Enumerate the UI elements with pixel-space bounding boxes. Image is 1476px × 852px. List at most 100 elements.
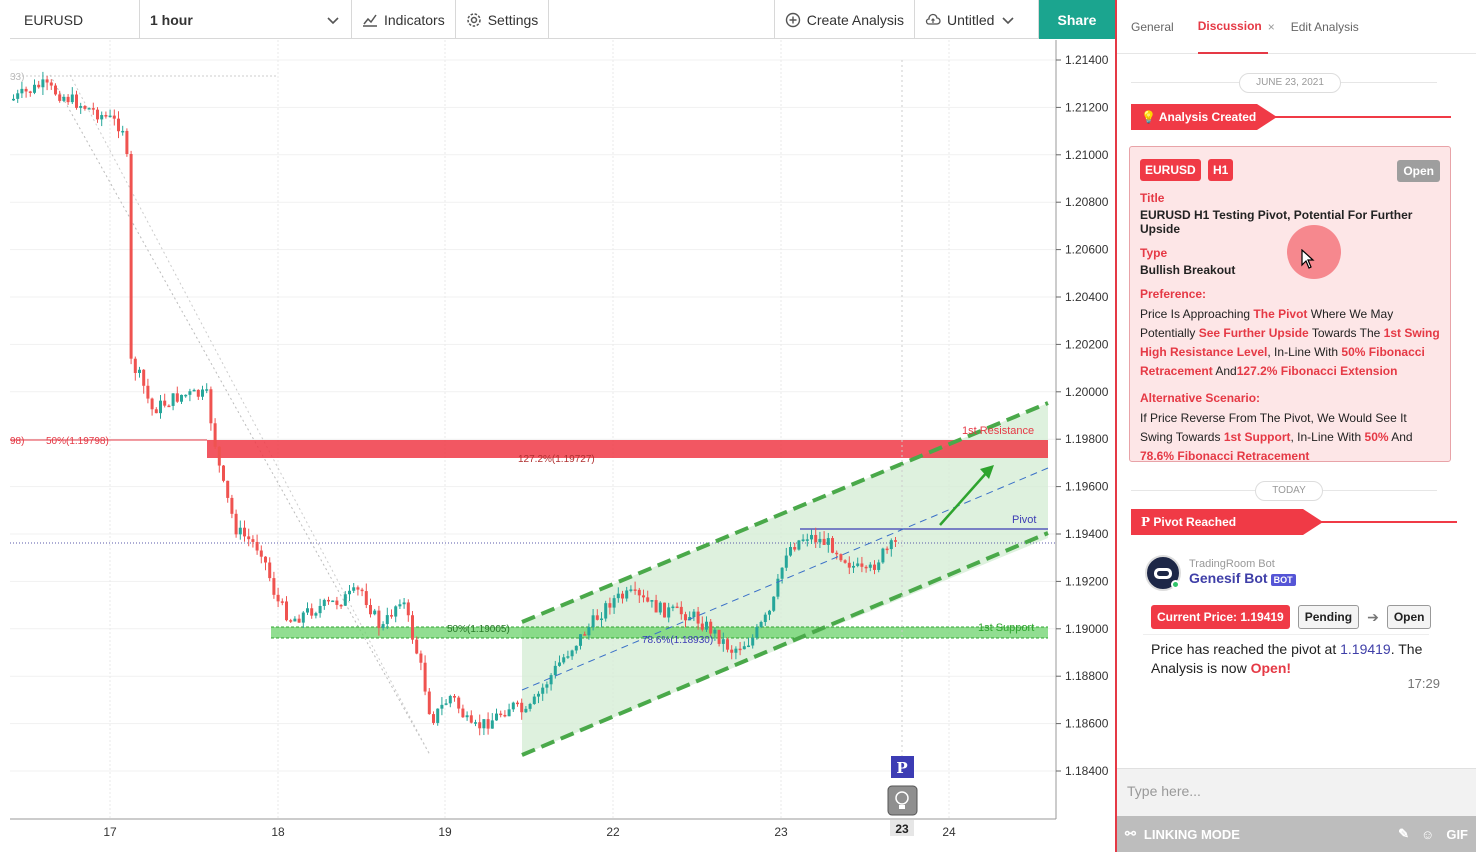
candle-body	[549, 675, 553, 685]
candle-body	[469, 715, 473, 723]
idea-marker[interactable]	[887, 785, 918, 816]
price-tick-label: 1.20800	[1065, 195, 1109, 209]
candle-body	[33, 84, 36, 93]
pref-text-5: And	[1212, 364, 1237, 378]
candle-body	[16, 93, 20, 99]
price-tick-label: 1.20200	[1065, 337, 1109, 351]
candle-body	[839, 554, 843, 561]
bot-source: TradingRoom Bot	[1189, 558, 1275, 570]
time-axis: 17 18 19 22 23 24	[103, 825, 956, 839]
date-tick-label: 22	[606, 825, 620, 839]
candle-body	[805, 539, 809, 541]
layout-selector[interactable]: Untitled	[915, 0, 1039, 39]
symbol-selector[interactable]: EURUSD	[10, 0, 140, 39]
candle-body	[721, 639, 725, 644]
candle-body	[595, 615, 599, 620]
symbol-label: EURUSD	[24, 11, 84, 28]
candle-body	[478, 722, 482, 729]
indicators-label: Indicators	[384, 11, 445, 28]
pref-highlight-resistance: 1st Swing High Resistance Level	[1140, 326, 1440, 359]
candle-body	[238, 527, 242, 535]
share-button[interactable]: Share	[1039, 0, 1115, 39]
chart-canvas[interactable]: 1st Resistance 127.2%(1.19727) 50%(1.197…	[10, 40, 1115, 852]
candle-body	[335, 600, 339, 605]
candle-body	[419, 653, 423, 663]
preference-text: Price Is Approaching The Pivot Where We …	[1140, 305, 1440, 381]
message-text-2: . The Analysis is now	[1151, 641, 1423, 676]
link-icon[interactable]: ⚯	[1125, 826, 1136, 841]
candle-body	[511, 702, 515, 710]
create-analysis-button[interactable]: Create Analysis	[775, 0, 915, 39]
candle-body	[75, 94, 78, 108]
status-badge: Open	[1397, 160, 1440, 182]
candle-body	[213, 423, 217, 447]
candle-body	[385, 615, 389, 625]
ribbon-tip	[1257, 104, 1277, 130]
candle-body	[495, 713, 498, 721]
candle-body	[121, 130, 125, 133]
candle-body	[667, 607, 671, 618]
candle-body	[889, 540, 893, 550]
candle-body	[780, 567, 784, 579]
support-label: 1st Support	[978, 622, 1034, 634]
message-text-1: Price has reached the pivot at	[1151, 641, 1341, 657]
candle-body	[822, 538, 826, 545]
layout-label: Untitled	[947, 11, 995, 28]
candle-body	[717, 629, 721, 644]
candle-body	[784, 555, 788, 568]
candle-body	[482, 719, 486, 729]
candle-body	[608, 603, 612, 608]
pivot-marker[interactable]	[891, 756, 914, 778]
price-tick-label: 1.18800	[1065, 669, 1109, 683]
timeframe-tag: H1	[1208, 159, 1234, 181]
candle-body	[747, 645, 750, 648]
interval-selector[interactable]: 1 hour	[140, 0, 352, 39]
candle-body	[528, 704, 532, 709]
indicators-button[interactable]: Indicators	[352, 0, 456, 39]
candle-body	[763, 614, 767, 622]
candle-body	[663, 602, 666, 618]
settings-button[interactable]: Settings	[456, 0, 550, 39]
close-icon[interactable]: ×	[1267, 19, 1275, 34]
plus-circle-icon	[785, 12, 800, 27]
settings-label: Settings	[487, 11, 539, 28]
candle-body	[318, 605, 322, 614]
tab-general[interactable]: General	[1131, 0, 1184, 54]
candle-body	[259, 550, 263, 557]
candle-body	[54, 85, 57, 95]
linking-mode-label[interactable]: LINKING MODE	[1143, 826, 1240, 842]
bot-name[interactable]: Genesif Bot	[1189, 570, 1268, 586]
candle-body	[343, 594, 347, 606]
candle-body	[20, 88, 24, 94]
emoji-icon[interactable]: ☺	[1421, 826, 1435, 842]
tab-discussion[interactable]: Discussion	[1197, 0, 1268, 54]
fib127-label: 127.2%(1.19727)	[518, 454, 595, 465]
candle-body	[868, 564, 872, 568]
avatar[interactable]	[1145, 555, 1181, 591]
candle-body	[877, 562, 881, 570]
ribbon-line	[1321, 521, 1457, 523]
candle-body	[532, 696, 536, 705]
grid-lines	[10, 40, 1056, 819]
create-analysis-label: Create Analysis	[806, 11, 904, 28]
bot-info: TradingRoom Bot Genesif Bot BOT	[1189, 558, 1296, 588]
price-chart[interactable]: 1st Resistance 127.2%(1.19727) 50%(1.197…	[10, 40, 1115, 852]
candle-body	[301, 612, 305, 623]
candle-body	[612, 598, 616, 608]
gif-button[interactable]: GIF	[1446, 826, 1468, 842]
candle-body	[465, 715, 469, 718]
candle-body	[402, 602, 406, 605]
message-input[interactable]: Type here...	[1117, 768, 1476, 816]
message-divider	[1143, 634, 1429, 635]
candle-body	[226, 480, 230, 498]
lightbulb-base	[899, 805, 905, 809]
candle-body	[860, 563, 864, 567]
price-tick-label: 1.18400	[1065, 764, 1109, 778]
ribbon-line	[1275, 116, 1451, 118]
paperclip-icon[interactable]: ✎	[1398, 826, 1410, 841]
tab-edit-analysis[interactable]: Edit Analysis	[1291, 0, 1369, 54]
candle-body	[474, 722, 477, 724]
candle-body	[91, 108, 95, 110]
price-tick-label: 1.18600	[1065, 717, 1109, 731]
